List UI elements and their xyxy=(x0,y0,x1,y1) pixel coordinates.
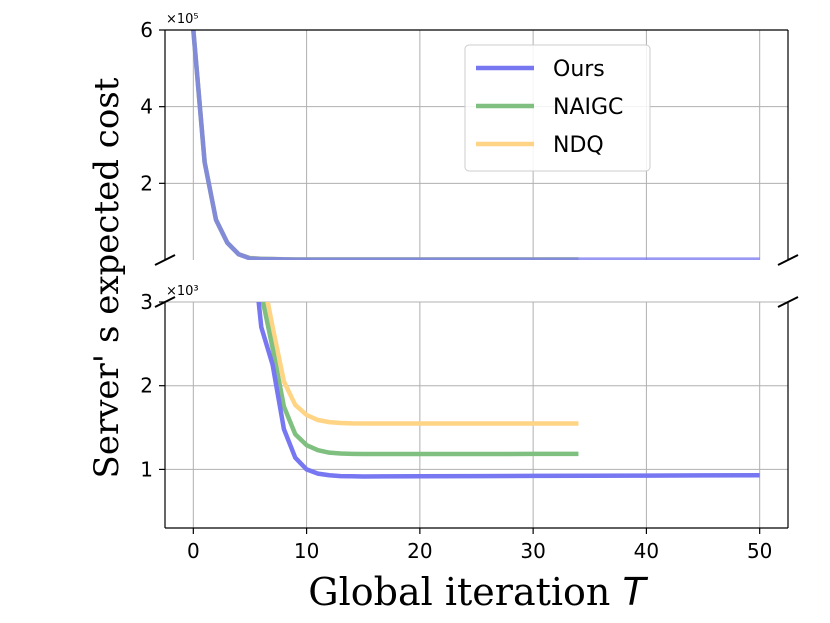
upper-exponent-label: ×10⁵ xyxy=(166,12,199,27)
legend-label-ndq: NDQ xyxy=(553,133,604,158)
axis-ticks: 0 10 20 30 40 50 2 4 6 1 2 3 xyxy=(140,18,772,563)
lower-series-line-ndq xyxy=(265,302,579,426)
lower-panel-lines xyxy=(256,302,760,479)
upper-y-tick-label: 2 xyxy=(140,171,153,195)
x-tick-label: 20 xyxy=(407,539,432,563)
lower-series-line-ours xyxy=(256,302,760,479)
x-axis-title: Global iteration T xyxy=(308,570,648,614)
y-axis-title: Server' s expected cost xyxy=(87,77,127,478)
x-tick-label: 10 xyxy=(294,539,319,563)
lower-series-line-naigc xyxy=(260,302,579,457)
legend-label-ours: Ours xyxy=(553,57,605,82)
x-tick-label: 40 xyxy=(634,539,659,563)
axis-break-marker xyxy=(777,296,799,308)
x-tick-label: 30 xyxy=(520,539,545,563)
upper-y-tick-label: 6 xyxy=(140,18,153,42)
x-axis-title-symbol: T xyxy=(622,570,648,614)
panel-frames xyxy=(154,29,799,529)
lower-y-tick-label: 2 xyxy=(140,374,153,398)
x-tick-label: 50 xyxy=(747,539,772,563)
lower-y-tick-label: 1 xyxy=(140,457,153,481)
legend-box xyxy=(464,44,651,172)
upper-panel-lines xyxy=(191,30,760,260)
x-tick-label: 0 xyxy=(187,539,200,563)
lower-exponent-label: ×10³ xyxy=(166,284,199,299)
lower-panel-grid xyxy=(165,301,788,528)
upper-y-tick-label: 4 xyxy=(140,95,153,119)
legend: Ours NAIGC NDQ xyxy=(464,44,651,172)
axis-break-marker xyxy=(777,254,799,266)
legend-label-naigc: NAIGC xyxy=(553,95,623,120)
x-axis-title-text: Global iteration xyxy=(308,570,610,614)
lower-y-tick-label: 3 xyxy=(140,290,153,314)
upper-series-line-ours xyxy=(191,30,760,260)
axis-break-marker xyxy=(154,254,176,266)
